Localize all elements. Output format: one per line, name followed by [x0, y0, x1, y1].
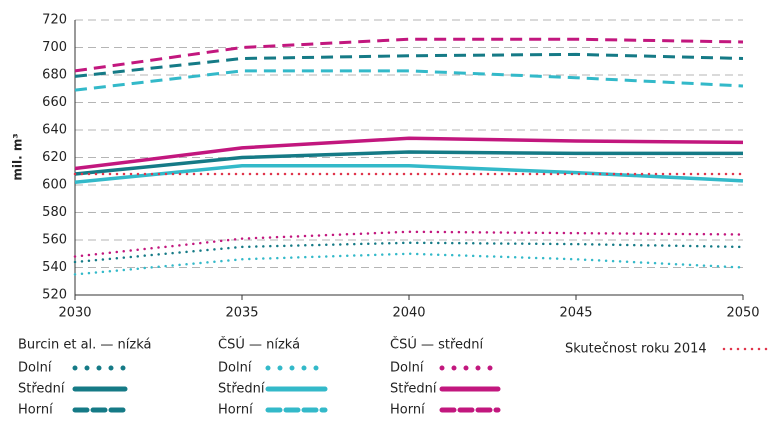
- line-series: [73, 252, 745, 276]
- line-series: [74, 69, 744, 92]
- legend-label: Horní: [390, 403, 425, 418]
- y-tick-label: 600: [42, 178, 67, 193]
- y-axis-label: mil. m³: [11, 133, 25, 180]
- line-series: [74, 150, 743, 176]
- legend-group-title: ČSÚ — nízká: [218, 337, 300, 353]
- y-tick-label: 620: [42, 150, 67, 165]
- legend-label: Skutečnost roku 2014: [565, 342, 707, 357]
- y-tick-label: 640: [42, 123, 67, 138]
- x-tick-label: 2040: [392, 306, 425, 321]
- x-tick-label: 2035: [225, 306, 258, 321]
- y-tick-label: 580: [42, 205, 67, 220]
- x-tick-label: 2050: [726, 306, 759, 321]
- y-tick-label: 700: [42, 40, 67, 55]
- x-tick-label: 2045: [559, 306, 592, 321]
- legend-group-title: ČSÚ — střední: [390, 337, 484, 353]
- legend-label: Horní: [18, 403, 53, 418]
- legend-group-title: Burcin et al. — nízká: [18, 338, 152, 353]
- legend-label: Horní: [218, 403, 253, 418]
- line-series: [74, 37, 744, 73]
- y-tick-label: 520: [42, 288, 67, 303]
- legend-label: Dolní: [218, 361, 252, 376]
- line-series: [74, 164, 744, 184]
- line-series: [73, 241, 745, 264]
- y-tick-label: 720: [42, 13, 67, 28]
- y-tick-label: 560: [42, 233, 67, 248]
- line-series: [74, 52, 744, 78]
- legend-label: Dolní: [18, 361, 52, 376]
- legend-label: Střední: [218, 382, 265, 397]
- x-tick-label: 2030: [58, 306, 91, 321]
- y-tick-label: 660: [42, 95, 67, 110]
- legend-label: Střední: [18, 382, 65, 397]
- line-series: [74, 136, 744, 171]
- legend-label: Dolní: [390, 361, 424, 376]
- y-tick-label: 680: [42, 68, 67, 83]
- line-series: [73, 230, 745, 258]
- y-tick-label: 540: [42, 260, 67, 275]
- legend-label: Střední: [390, 382, 437, 397]
